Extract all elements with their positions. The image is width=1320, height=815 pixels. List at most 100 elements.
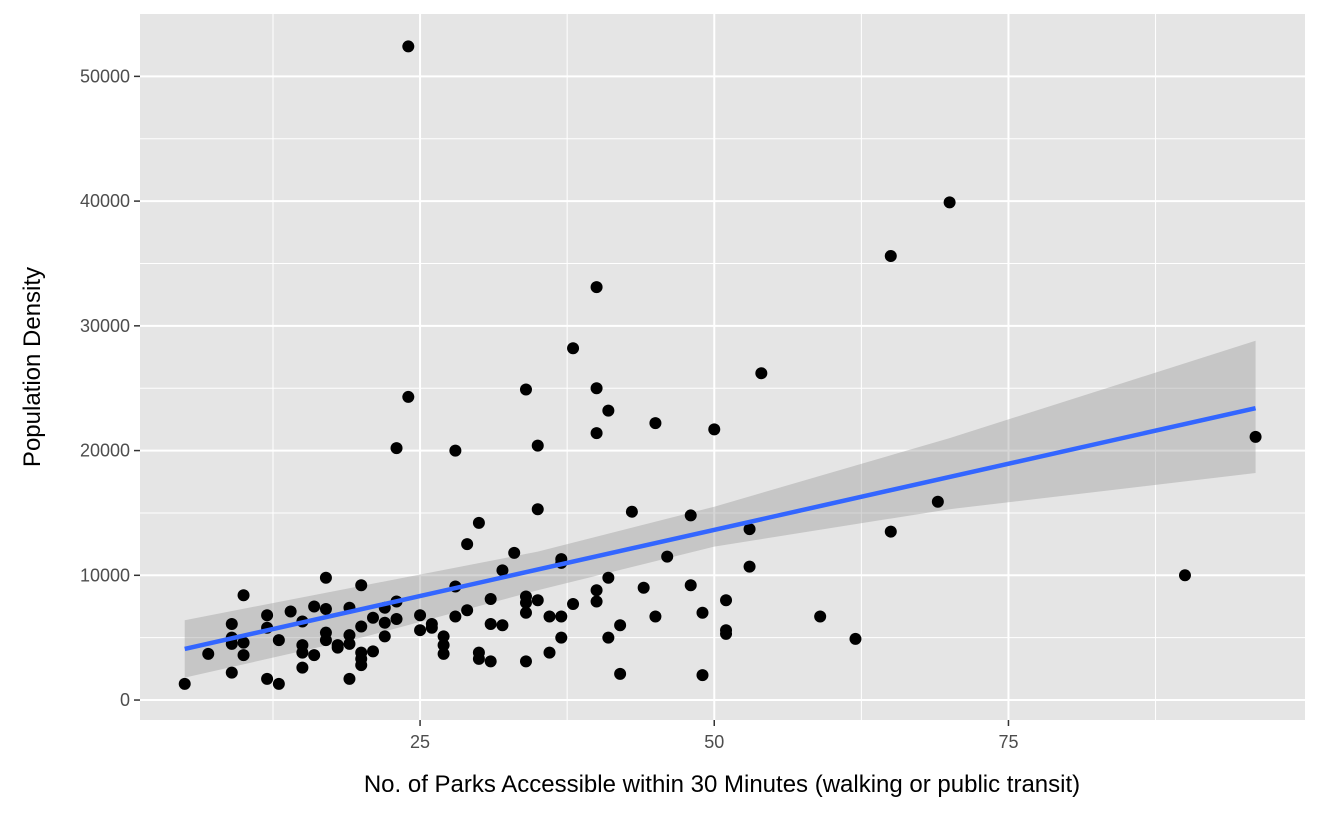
data-point — [308, 649, 321, 662]
data-point — [555, 610, 568, 623]
data-point — [649, 610, 662, 623]
regression-line-layer — [184, 405, 1257, 652]
data-point — [943, 196, 956, 209]
data-point — [614, 667, 627, 680]
data-point — [590, 427, 603, 440]
data-point — [614, 619, 627, 632]
data-point — [261, 672, 274, 685]
data-point — [696, 606, 709, 619]
data-point — [590, 382, 603, 395]
data-point — [437, 630, 450, 643]
data-point — [402, 390, 415, 403]
data-point — [602, 631, 615, 644]
data-point — [1249, 430, 1262, 443]
data-point — [237, 636, 250, 649]
data-point — [519, 596, 532, 609]
data-point — [884, 249, 897, 262]
data-point — [720, 594, 733, 607]
data-point — [414, 609, 427, 622]
data-point — [884, 525, 897, 538]
confidence-band-layer — [184, 340, 1256, 678]
data-point — [402, 40, 415, 53]
data-point — [296, 646, 309, 659]
y-tick-label: 50000 — [80, 66, 130, 86]
data-point — [296, 661, 309, 674]
data-point — [355, 620, 368, 633]
data-point — [555, 631, 568, 644]
data-point — [625, 505, 638, 518]
data-point — [390, 442, 403, 455]
data-point — [484, 655, 497, 668]
data-point — [272, 634, 285, 647]
data-point — [484, 617, 497, 630]
y-tick-label: 10000 — [80, 565, 130, 585]
data-point — [519, 655, 532, 668]
data-point — [437, 647, 450, 660]
data-point — [343, 672, 356, 685]
data-point — [543, 610, 556, 623]
x-tick-label: 25 — [410, 732, 430, 752]
data-point — [343, 637, 356, 650]
data-point — [472, 516, 485, 529]
data-point — [496, 564, 509, 577]
data-point — [590, 281, 603, 294]
data-point — [308, 600, 321, 613]
y-tick-label: 30000 — [80, 316, 130, 336]
data-point — [590, 595, 603, 608]
data-point — [743, 560, 756, 573]
data-point — [519, 383, 532, 396]
data-point — [414, 624, 427, 637]
data-point — [602, 404, 615, 417]
data-point — [319, 571, 332, 584]
data-point — [567, 597, 580, 610]
data-point — [696, 669, 709, 682]
data-point — [708, 423, 721, 436]
y-axis-title: Population Density — [19, 267, 46, 467]
data-point — [590, 584, 603, 597]
data-point — [661, 550, 674, 563]
data-point — [355, 659, 368, 672]
data-point — [449, 444, 462, 457]
data-point — [449, 610, 462, 623]
data-point — [567, 342, 580, 355]
data-point — [425, 621, 438, 634]
data-point — [202, 647, 215, 660]
data-point — [508, 546, 521, 559]
data-point — [343, 629, 356, 642]
data-point — [849, 632, 862, 645]
data-point — [367, 611, 379, 624]
data-point — [261, 609, 274, 622]
data-points — [178, 40, 1262, 690]
data-point — [178, 677, 191, 690]
data-point — [390, 612, 403, 625]
data-point — [684, 579, 697, 592]
data-point — [319, 634, 332, 647]
data-point — [484, 593, 497, 606]
data-point — [461, 538, 474, 551]
data-point — [237, 589, 250, 602]
data-point — [720, 627, 733, 640]
data-point — [637, 581, 650, 594]
data-point — [378, 630, 391, 643]
data-point — [743, 523, 756, 536]
data-point — [814, 610, 827, 623]
data-point — [531, 503, 544, 516]
x-tick-label: 75 — [998, 732, 1018, 752]
data-point — [272, 677, 285, 690]
data-point — [649, 417, 662, 430]
data-point — [543, 646, 556, 659]
data-point — [355, 579, 368, 592]
data-point — [519, 606, 532, 619]
y-tick-label: 0 — [120, 690, 130, 710]
x-tick-label: 50 — [704, 732, 724, 752]
data-point — [319, 602, 332, 615]
data-point — [531, 439, 544, 452]
minor-gridlines — [140, 14, 1305, 720]
data-point — [931, 495, 944, 508]
data-point — [1178, 569, 1191, 582]
confidence-band — [184, 340, 1256, 678]
y-axis-ticks: 0 10000 20000 30000 40000 50000 — [80, 66, 140, 710]
data-point — [237, 649, 250, 662]
major-gridlines — [140, 14, 1305, 720]
